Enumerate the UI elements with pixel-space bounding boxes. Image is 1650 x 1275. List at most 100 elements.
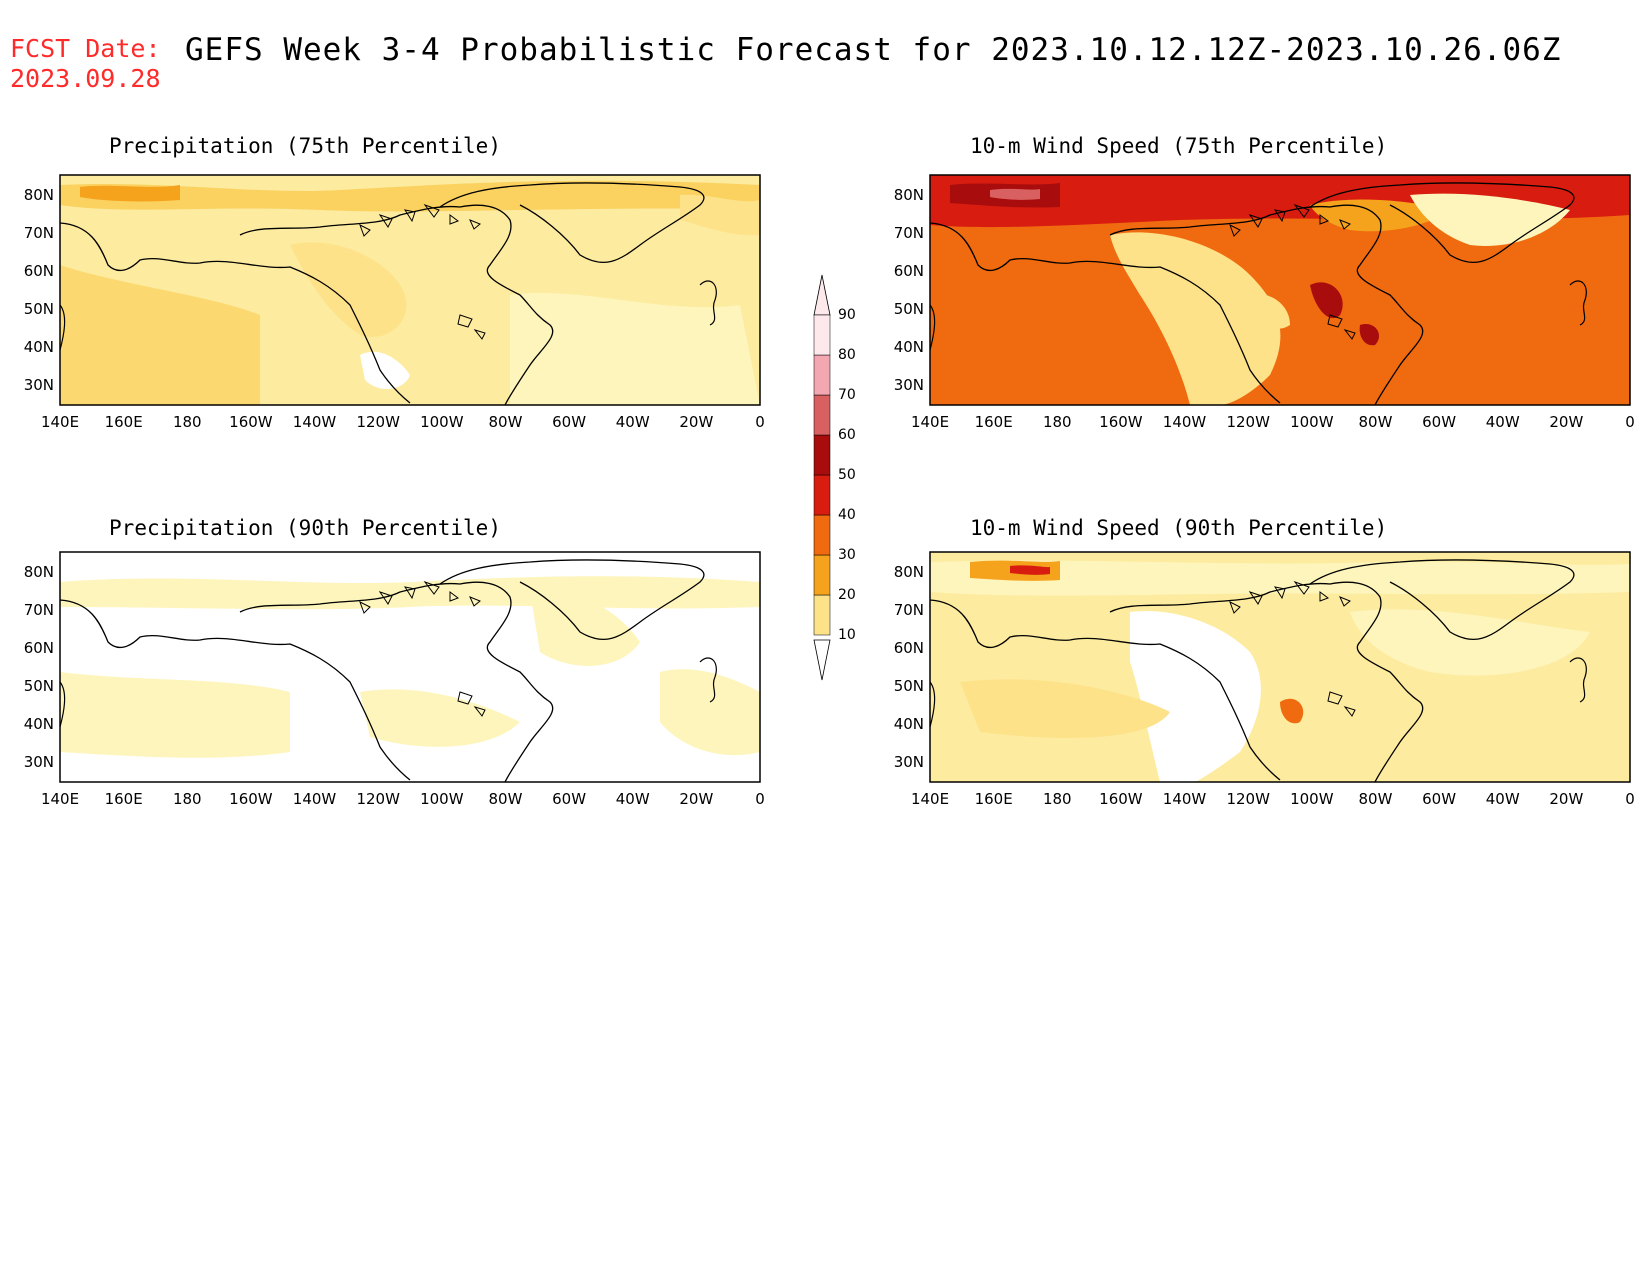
colorbar-swatch (813, 314, 831, 356)
panel-title-wind-90: 10-m Wind Speed (90th Percentile) (970, 516, 1388, 540)
lon-tick-label: 80W (1358, 413, 1392, 431)
lat-tick-label: 30N (24, 753, 54, 771)
lat-tick-label: 50N (24, 677, 54, 695)
lon-tick-label: 20W (1549, 413, 1583, 431)
lon-tick-label: 80W (488, 413, 522, 431)
colorbar-level-label: 80 (838, 347, 856, 363)
lat-tick-label: 40N (24, 715, 54, 733)
lon-tick-label: 60W (1422, 790, 1456, 808)
lon-tick-label: 160E (975, 413, 1013, 431)
colorbar-level-label: 30 (838, 547, 856, 563)
lat-tick-label: 60N (24, 262, 54, 280)
lat-tick-label: 60N (894, 639, 924, 657)
fcst-date-value: 2023.09.28 (10, 64, 161, 93)
lat-tick-label: 40N (894, 338, 924, 356)
lon-tick-label: 140W (293, 790, 337, 808)
lat-tick-label: 80N (894, 186, 924, 204)
lat-tick-label: 30N (894, 376, 924, 394)
lon-tick-label: 140E (41, 790, 79, 808)
lon-tick-label: 140W (1163, 790, 1207, 808)
colorbar-swatch (813, 354, 831, 396)
lon-tick-label: 180 (1043, 413, 1072, 431)
lon-tick-label: 120W (1226, 413, 1270, 431)
lat-tick-label: 70N (24, 601, 54, 619)
colorbar: 10 20 30 40 50 60 70 80 90 (813, 274, 856, 681)
lat-tick-label: 70N (894, 224, 924, 242)
map-wind-90 (929, 551, 1631, 783)
lon-tick-label: 140W (1163, 413, 1207, 431)
lon-tick-label: 60W (1422, 413, 1456, 431)
colorbar-swatch (813, 474, 831, 516)
lon-tick-label: 160E (975, 790, 1013, 808)
lat-tick-label: 60N (24, 639, 54, 657)
lon-tick-label: 180 (1043, 790, 1072, 808)
colorbar-level-label: 70 (838, 387, 856, 403)
map-wind-75 (929, 174, 1631, 406)
colorbar-level-label: 60 (838, 427, 856, 443)
lon-tick-label: 100W (420, 790, 464, 808)
panel-title-precip-90: Precipitation (90th Percentile) (109, 516, 501, 540)
colorbar-level-label: 10 (838, 627, 856, 643)
lat-tick-label: 30N (24, 376, 54, 394)
lon-tick-label: 160W (1099, 790, 1143, 808)
lon-tick-label: 140W (293, 413, 337, 431)
lon-tick-label: 160W (229, 790, 273, 808)
lat-tick-label: 80N (24, 563, 54, 581)
lat-tick-label: 40N (24, 338, 54, 356)
panel-title-wind-75: 10-m Wind Speed (75th Percentile) (970, 134, 1388, 158)
lon-tick-label: 120W (1226, 790, 1270, 808)
lat-tick-label: 40N (894, 715, 924, 733)
lon-tick-label: 100W (420, 413, 464, 431)
lon-tick-label: 140E (41, 413, 79, 431)
colorbar-swatch (813, 434, 831, 476)
panel-title-precip-75: Precipitation (75th Percentile) (109, 134, 501, 158)
lon-tick-label: 40W (1486, 413, 1520, 431)
colorbar-level-label: 50 (838, 467, 856, 483)
lon-tick-label: 180 (173, 790, 202, 808)
lon-tick-label: 140E (911, 413, 949, 431)
colorbar-swatch (813, 514, 831, 556)
lon-tick-label: 40W (616, 413, 650, 431)
figure-title: GEFS Week 3-4 Probabilistic Forecast for… (185, 32, 1562, 68)
lon-tick-label: 60W (552, 790, 586, 808)
lon-tick-label: 160E (105, 413, 143, 431)
lon-tick-label: 20W (679, 413, 713, 431)
colorbar-swatch (813, 554, 831, 596)
lat-tick-label: 50N (894, 300, 924, 318)
lat-tick-label: 60N (894, 262, 924, 280)
lon-tick-label: 160E (105, 790, 143, 808)
colorbar-swatch (813, 594, 831, 636)
lon-tick-label: 120W (356, 413, 400, 431)
fcst-date-label: FCST Date: (10, 34, 161, 63)
lat-tick-label: 50N (894, 677, 924, 695)
lon-tick-label: 0 (755, 790, 765, 808)
lat-tick-label: 70N (24, 224, 54, 242)
lon-tick-label: 80W (1358, 790, 1392, 808)
lat-tick-label: 30N (894, 753, 924, 771)
colorbar-level-label: 90 (838, 307, 856, 323)
lon-tick-label: 180 (173, 413, 202, 431)
lat-tick-label: 80N (24, 186, 54, 204)
lat-tick-label: 80N (894, 563, 924, 581)
lon-tick-label: 160W (1099, 413, 1143, 431)
lon-tick-label: 100W (1290, 413, 1334, 431)
lon-tick-label: 120W (356, 790, 400, 808)
lon-tick-label: 160W (229, 413, 273, 431)
lon-tick-label: 0 (1625, 413, 1635, 431)
lat-tick-label: 70N (894, 601, 924, 619)
lon-tick-label: 20W (1549, 790, 1583, 808)
lon-tick-label: 40W (616, 790, 650, 808)
map-precip-90 (59, 551, 761, 783)
lon-tick-label: 140E (911, 790, 949, 808)
lon-tick-label: 0 (755, 413, 765, 431)
lon-tick-label: 20W (679, 790, 713, 808)
lon-tick-label: 40W (1486, 790, 1520, 808)
colorbar-swatch (813, 394, 831, 436)
colorbar-level-label: 40 (838, 507, 856, 523)
lon-tick-label: 100W (1290, 790, 1334, 808)
map-precip-75 (59, 174, 761, 406)
lon-tick-label: 0 (1625, 790, 1635, 808)
lat-tick-label: 50N (24, 300, 54, 318)
lon-tick-label: 60W (552, 413, 586, 431)
